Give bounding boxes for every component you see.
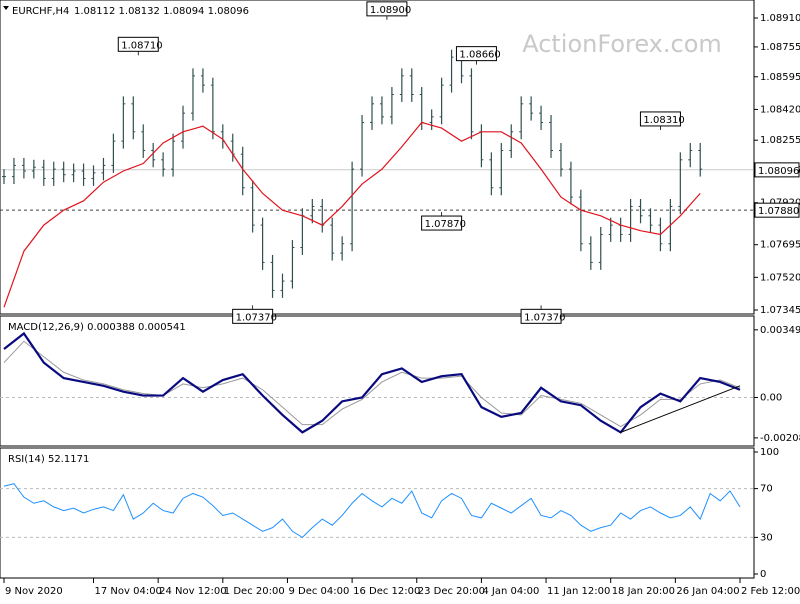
rsi-y-tick-label: 70	[760, 484, 773, 495]
x-tick-label: 17 Nov 04:00	[95, 586, 162, 597]
price-annotation-label: 1.08660	[459, 50, 500, 61]
axis-layer: 1.08910 1.08755 1.08595 1.08420 1.08255 1.080…	[3, 13, 800, 597]
macd-title: MACD(12,26,9) 0.000388 0.000541	[8, 322, 186, 333]
price-annotation-label: 1.07370	[236, 312, 277, 323]
macd-trendline	[620, 385, 741, 433]
price-y-tick-label: 1.07695	[760, 240, 800, 251]
price-annotation-label: 1.08900	[370, 5, 411, 16]
rsi-line	[3, 483, 741, 539]
macd-signal-line	[3, 340, 741, 428]
current-price-box	[754, 162, 800, 178]
rsi-y-tick-label: 0	[760, 569, 766, 580]
macd-panel-frame	[0, 315, 755, 447]
chart-header-ohlc: 1.08112 1.08132 1.08094 1.08096	[74, 6, 249, 17]
x-tick-label: 2 Feb 12:00	[741, 586, 800, 597]
macd-y-tick-label: 0.00349	[760, 325, 800, 336]
macd-panel	[0, 331, 754, 434]
price-panel-frame	[0, 0, 755, 315]
rsi-title: RSI(14) 52.1171	[8, 454, 89, 465]
price-annotation-label: 1.08710	[121, 40, 162, 51]
x-tick-label: 16 Dec 12:00	[353, 586, 420, 597]
moving-average-line	[3, 121, 701, 308]
x-tick-label: 18 Jan 20:00	[612, 586, 675, 597]
price-annotation-label: 1.08310	[643, 115, 684, 126]
macd-y-tick-label: -0.002083	[760, 433, 800, 444]
x-tick-label: 4 Jan 04:00	[482, 586, 539, 597]
rsi-panel	[0, 483, 754, 539]
x-tick-label: 24 Nov 12:00	[159, 586, 226, 597]
price-y-tick-label: 1.08255	[760, 135, 800, 146]
x-tick-label: 11 Jan 12:00	[547, 586, 610, 597]
price-y-tick-label: 1.08755	[760, 42, 800, 53]
price-y-tick-label: 1.07345	[760, 305, 800, 316]
macd-y-tick-label: 0.00	[760, 392, 782, 403]
x-tick-label: 9 Dec 04:00	[288, 586, 349, 597]
price-y-tick-label: 1.07520	[760, 272, 800, 283]
chart-menu-arrow-icon[interactable]	[3, 6, 9, 10]
price-panel: 1.08710 1.07370 1.08900 1.08660 1.07870 1.073…	[0, 1, 754, 324]
x-tick-label: 9 Nov 2020	[5, 586, 63, 597]
rsi-y-tick-label: 100	[760, 447, 779, 458]
rsi-y-tick-label: 30	[760, 532, 773, 543]
price-y-tick-label: 1.08910	[760, 13, 800, 24]
current-price-label: 1.08096	[758, 166, 799, 177]
level-price-label: 1.07880	[758, 206, 799, 217]
x-tick-label: 1 Dec 20:00	[224, 586, 285, 597]
rsi-panel-frame	[0, 447, 755, 579]
price-y-tick-label: 1.08595	[760, 72, 800, 83]
x-tick-label: 26 Jan 04:00	[676, 586, 739, 597]
watermark-text: ActionForex.com	[522, 30, 722, 58]
chart-header-symbol: EURCHF,H4	[12, 6, 69, 17]
price-y-tick-label: 1.08420	[760, 104, 800, 115]
price-annotation-label: 1.07870	[425, 219, 466, 230]
level-price-box	[754, 202, 800, 218]
price-annotation-label: 1.07370	[524, 312, 565, 323]
x-tick-label: 23 Dec 20:00	[418, 586, 485, 597]
macd-main-line	[3, 331, 741, 434]
